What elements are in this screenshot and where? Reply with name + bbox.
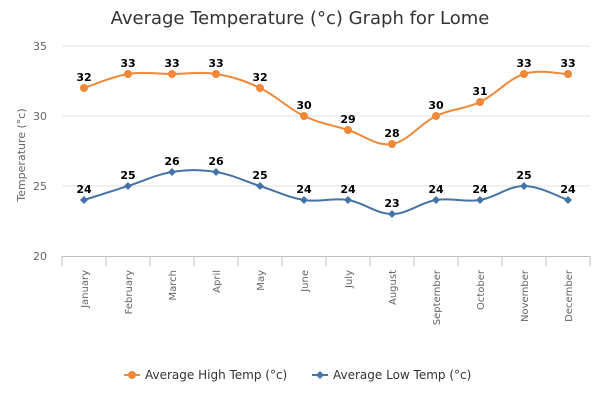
data-label: 33 (516, 57, 531, 70)
data-point[interactable] (432, 196, 440, 204)
legend-item[interactable]: Average High Temp (°c) (124, 368, 287, 382)
y-axis-ticks: 20 25 30 35 (33, 40, 47, 263)
data-label: 25 (252, 169, 267, 182)
data-label: 25 (120, 169, 135, 182)
data-point[interactable] (564, 196, 572, 204)
legend-label: Average High Temp (°c) (145, 368, 287, 382)
data-label: 30 (428, 99, 444, 112)
data-point[interactable] (300, 196, 308, 204)
data-point[interactable] (212, 70, 220, 78)
data-label: 33 (164, 57, 179, 70)
legend-marker (128, 371, 136, 379)
data-point[interactable] (80, 196, 88, 204)
series-line (83, 70, 569, 146)
y-axis-title: Temperature (°c) (15, 108, 28, 202)
data-label: 28 (384, 127, 399, 140)
data-point[interactable] (300, 112, 308, 120)
x-axis: January February March April May June July Augu… (61, 256, 591, 325)
x-tick-label: November (520, 269, 531, 322)
data-label: 33 (208, 57, 223, 70)
x-tick-label: March (168, 270, 179, 300)
data-point[interactable] (520, 182, 528, 190)
x-tick-label: February (124, 270, 135, 314)
y-tick-label: 30 (33, 110, 47, 123)
x-tick-label: June (300, 270, 311, 293)
data-point[interactable] (80, 84, 88, 92)
data-label: 23 (384, 197, 399, 210)
y-tick-label: 20 (33, 250, 47, 263)
chart-title: Average Temperature (°c) Graph for Lome (111, 8, 490, 29)
data-label: 24 (472, 183, 488, 196)
data-point[interactable] (212, 168, 220, 176)
series-line (83, 169, 569, 216)
y-tick-label: 35 (33, 40, 47, 53)
data-label: 31 (472, 85, 487, 98)
data-point[interactable] (168, 168, 176, 176)
data-label: 26 (164, 155, 180, 168)
x-tick-label: April (212, 270, 223, 293)
data-label: 24 (76, 183, 92, 196)
x-tick-label: July (344, 270, 355, 289)
x-tick-label: August (388, 270, 399, 305)
series-high (80, 70, 572, 148)
grid-lines (62, 45, 590, 187)
data-point[interactable] (168, 70, 176, 78)
data-point[interactable] (388, 210, 396, 218)
series-lines (80, 70, 572, 218)
data-point[interactable] (256, 84, 264, 92)
data-label: 24 (560, 183, 576, 196)
data-point[interactable] (344, 196, 352, 204)
data-point[interactable] (388, 140, 396, 148)
data-point[interactable] (256, 182, 264, 190)
legend-label: Average Low Temp (°c) (333, 368, 471, 382)
data-label: 24 (340, 183, 356, 196)
data-point[interactable] (344, 126, 352, 134)
data-labels: 32 33 33 33 32 30 29 28 30 31 33 33 24 25 26 26 25 24 24 23… (76, 57, 576, 210)
x-tick-label: September (432, 269, 443, 325)
x-tick-label: December (564, 269, 575, 322)
data-label: 33 (560, 57, 575, 70)
data-point[interactable] (476, 196, 484, 204)
legend-marker (316, 371, 324, 379)
legend-item[interactable]: Average Low Temp (°c) (312, 368, 471, 382)
data-label: 24 (428, 183, 444, 196)
data-label: 29 (340, 113, 355, 126)
data-label: 25 (516, 169, 531, 182)
data-point[interactable] (432, 112, 440, 120)
x-tick-label: May (256, 270, 267, 291)
data-point[interactable] (520, 70, 528, 78)
y-tick-label: 25 (33, 180, 47, 193)
data-point[interactable] (476, 98, 484, 106)
data-label: 26 (208, 155, 224, 168)
data-label: 32 (252, 71, 267, 84)
legend[interactable]: Average High Temp (°c) Average Low Temp (… (124, 368, 471, 382)
series-low (80, 168, 572, 218)
x-tick-label: October (476, 269, 487, 310)
data-label: 30 (296, 99, 312, 112)
data-label: 33 (120, 57, 135, 70)
data-label: 24 (296, 183, 312, 196)
x-tick-label: January (80, 270, 91, 309)
data-point[interactable] (124, 70, 132, 78)
data-label: 32 (76, 71, 91, 84)
data-point[interactable] (564, 70, 572, 78)
data-point[interactable] (124, 182, 132, 190)
